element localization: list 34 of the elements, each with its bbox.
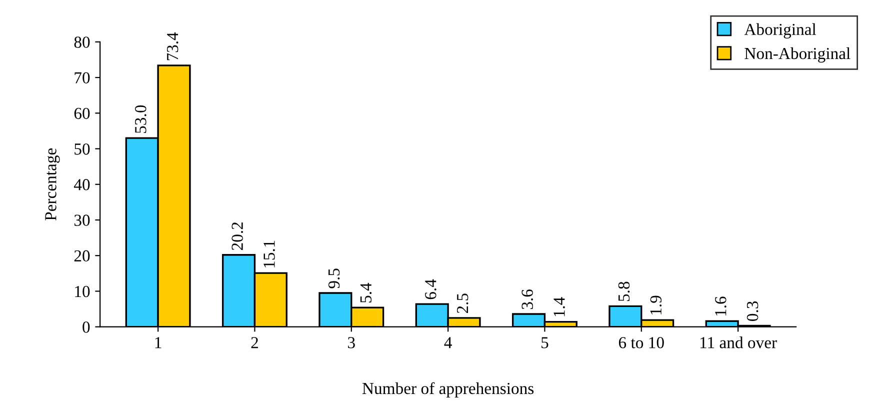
data-label: 5.8 [618, 282, 630, 302]
legend-label: Non-Aboriginal [744, 47, 850, 63]
data-label: 9.5 [328, 268, 340, 288]
x-tick-label: 6 to 10 [618, 337, 664, 348]
y-tick-label: 60 [74, 108, 90, 120]
data-label: 15.1 [264, 240, 275, 268]
data-label: 6.4 [425, 279, 436, 300]
x-axis-title: Number of apprehensions [362, 382, 534, 398]
y-axis-title: Percentage [45, 148, 60, 220]
y-tick-label: 50 [74, 143, 90, 155]
y-tick-label: 80 [74, 36, 90, 48]
x-tick-label: 1 [155, 337, 162, 348]
y-tick-label: 70 [74, 72, 90, 84]
data-label: 73.4 [166, 32, 178, 60]
data-label: 0.3 [746, 301, 758, 321]
x-tick-label: 11 and over [700, 336, 777, 348]
data-label: 3.6 [522, 289, 534, 310]
legend-label: Aboriginal [744, 23, 816, 38]
data-label: 5.4 [360, 282, 372, 302]
x-tick-label: 3 [348, 337, 355, 348]
x-tick-label: 5 [542, 337, 548, 348]
data-label: 1.9 [650, 296, 662, 314]
y-tick-label: 10 [75, 286, 90, 298]
data-label: 53.0 [135, 105, 146, 133]
y-tick-label: 20 [74, 250, 90, 262]
y-tick-label: 40 [74, 179, 90, 190]
data-label: 20.2 [232, 222, 244, 250]
data-label: 2.5 [456, 294, 468, 314]
x-tick-label: 2 [251, 337, 258, 348]
data-label: 1.6 [715, 296, 726, 316]
data-label: 1.4 [554, 297, 565, 316]
y-tick-label: 30 [74, 214, 90, 226]
y-tick-label: 0 [82, 322, 90, 333]
x-tick-label: 4 [444, 337, 452, 348]
